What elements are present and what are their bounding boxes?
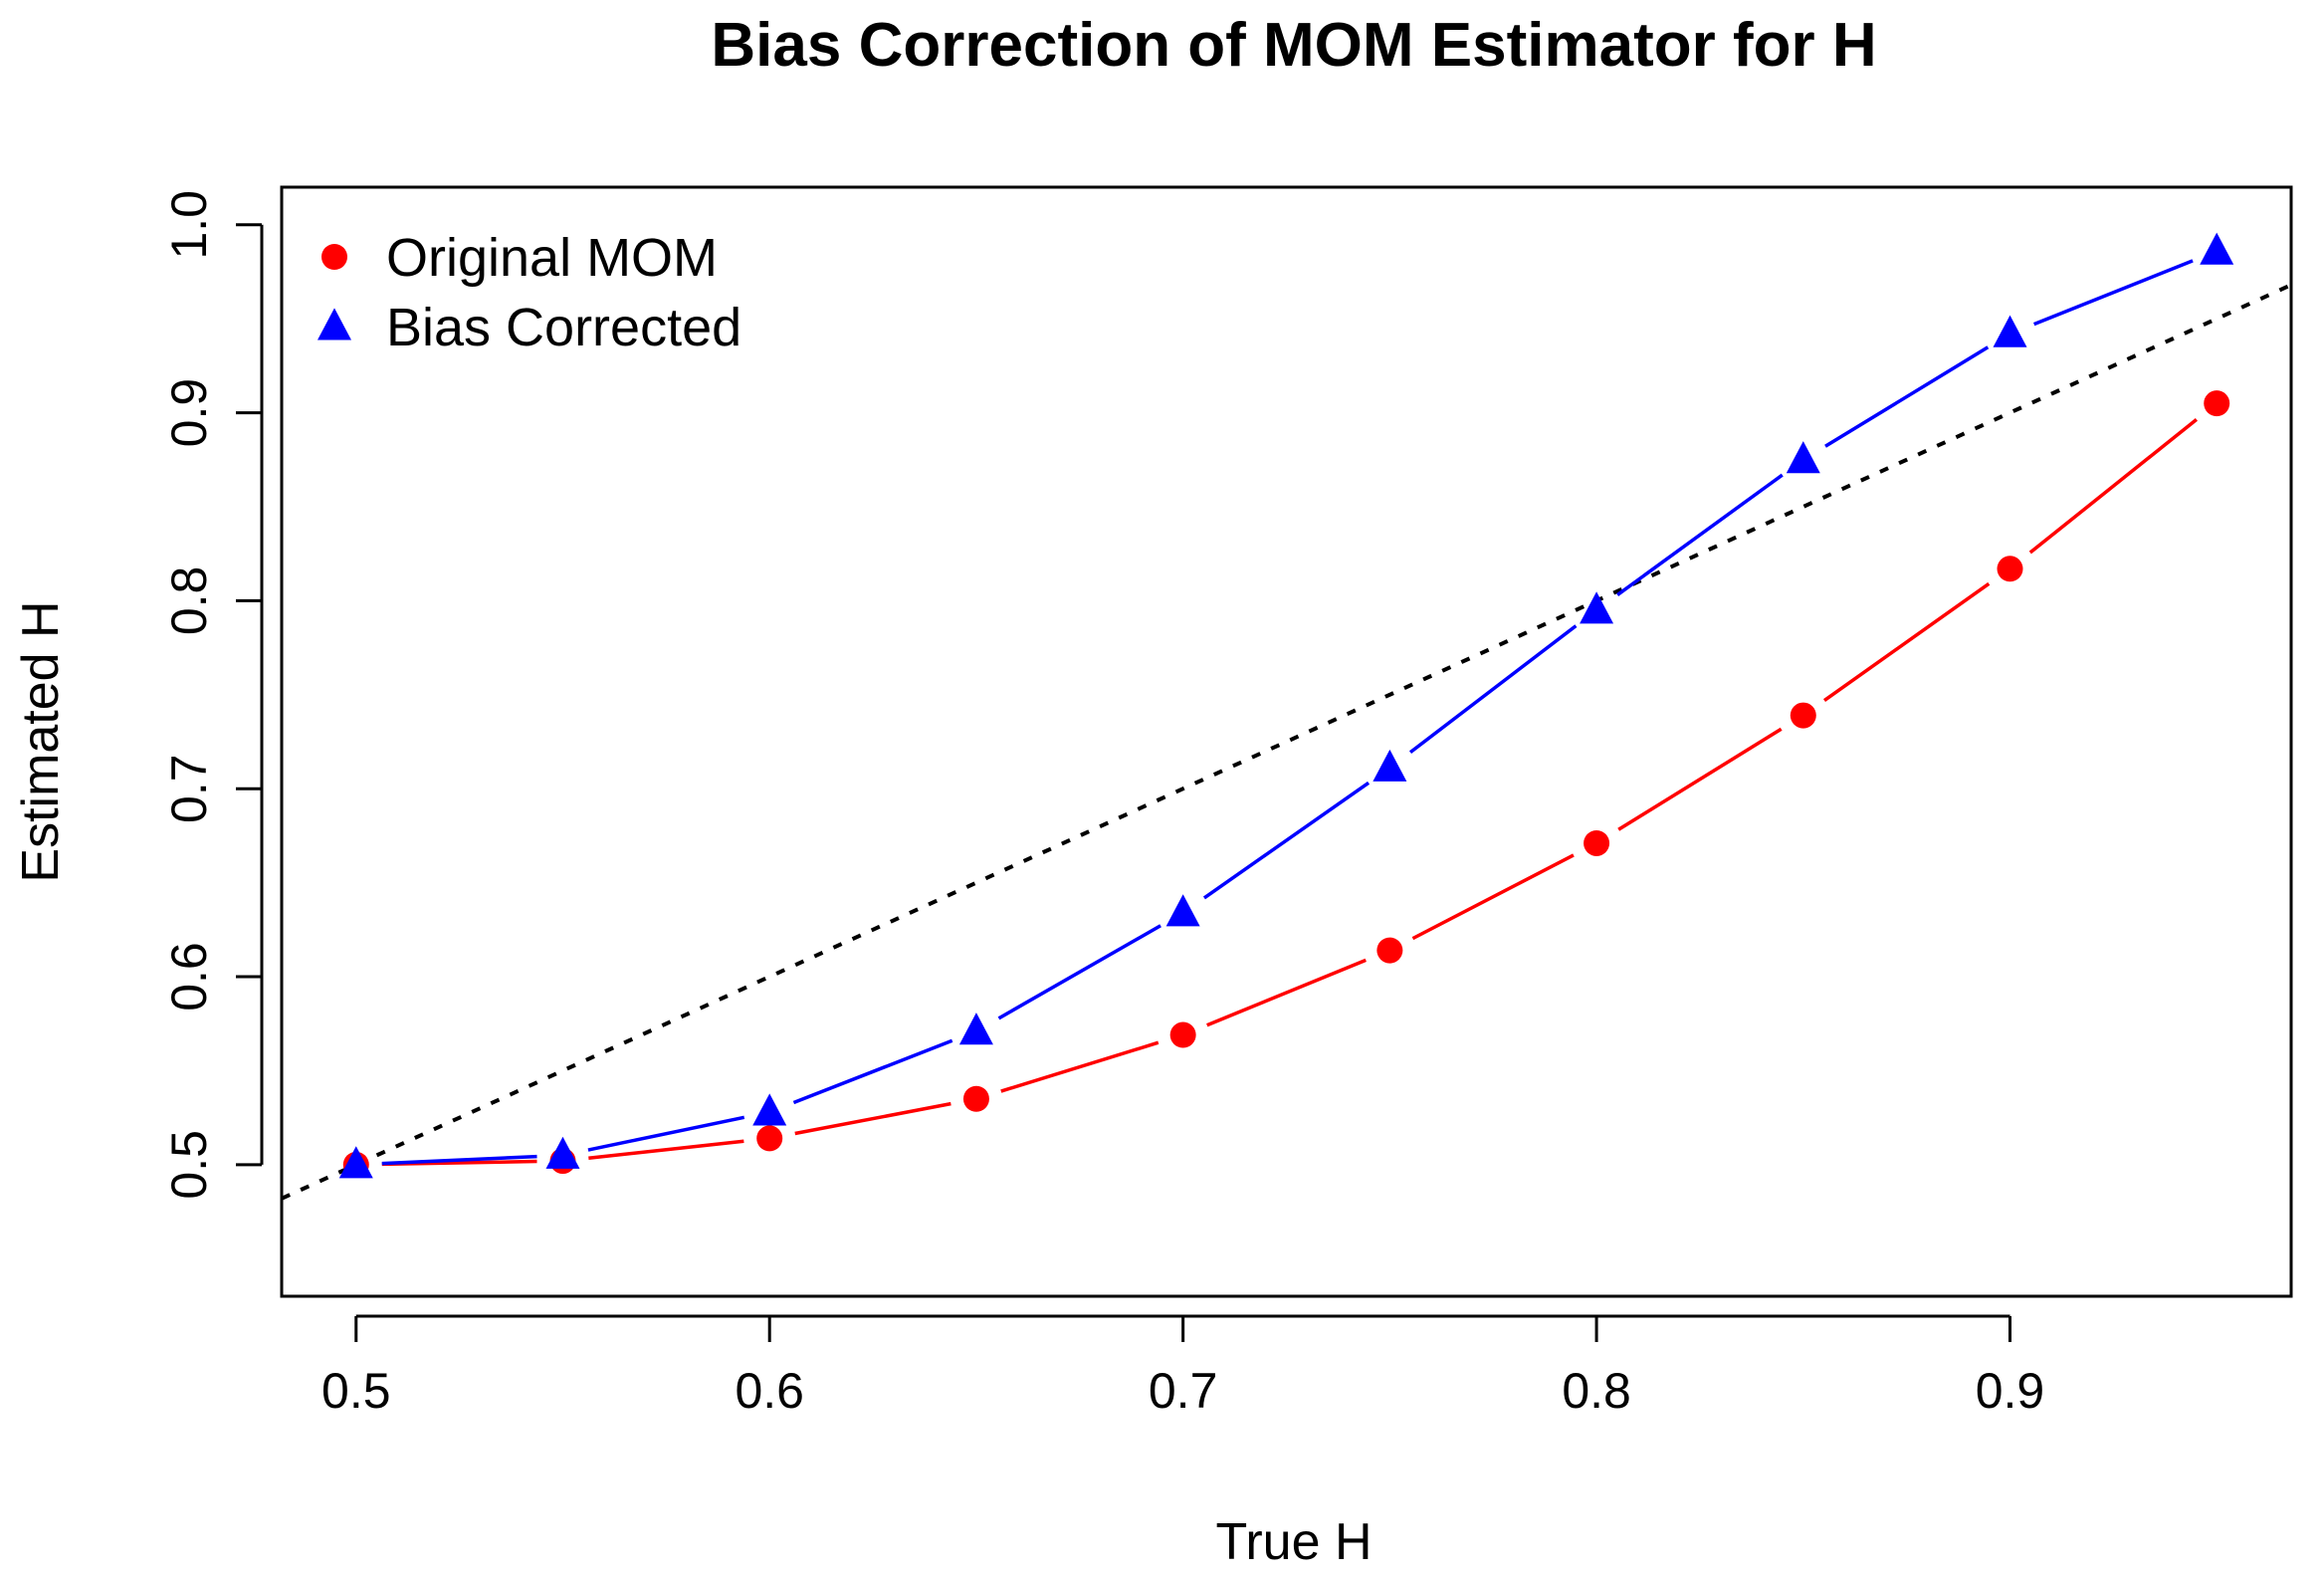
series-line-segment bbox=[1617, 727, 1783, 831]
series-line-segment bbox=[997, 924, 1162, 1020]
series-line-segment bbox=[1408, 624, 1578, 755]
data-point-triangle bbox=[545, 1136, 580, 1169]
y-tick-label: 0.9 bbox=[161, 378, 217, 448]
data-point-circle bbox=[962, 1085, 989, 1112]
legend: Original MOM Bias Corrected bbox=[317, 228, 741, 357]
data-point-circle bbox=[1169, 1021, 1196, 1048]
x-tick-label: 0.8 bbox=[1562, 1363, 1631, 1419]
x-tick-label: 0.9 bbox=[1976, 1363, 2045, 1419]
data-point-triangle bbox=[1165, 894, 1200, 927]
data-point-triangle bbox=[1786, 441, 1820, 474]
x-axis-label: True H bbox=[1216, 1513, 1373, 1571]
data-point-triangle bbox=[2200, 232, 2234, 265]
series-line-segment bbox=[1824, 345, 1990, 448]
reference-line bbox=[282, 283, 2291, 1201]
series-line-segment bbox=[1202, 781, 1371, 900]
data-point-triangle bbox=[958, 1013, 993, 1045]
y-tick-label: 0.5 bbox=[161, 1130, 217, 1200]
series-line-segment bbox=[381, 1154, 537, 1166]
series-original-mom bbox=[342, 390, 2230, 1178]
legend-marker-circle bbox=[321, 244, 347, 270]
series-line-segment bbox=[2032, 259, 2194, 327]
y-tick-label: 0.6 bbox=[161, 942, 217, 1012]
data-point-circle bbox=[1376, 937, 1403, 964]
plot-frame bbox=[280, 185, 2293, 1298]
series-line-segment bbox=[1616, 473, 1784, 596]
data-point-circle bbox=[2204, 390, 2230, 417]
series-line-segment bbox=[792, 1038, 953, 1105]
data-point-triangle bbox=[1993, 315, 2027, 347]
series-line-segment bbox=[1411, 853, 1575, 941]
x-tick-label: 0.6 bbox=[735, 1363, 804, 1419]
y-tick-label: 0.8 bbox=[161, 566, 217, 636]
series-line-segment bbox=[1822, 581, 1991, 702]
y-axis: 0.5 0.6 0.7 0.8 0.9 1.0 bbox=[161, 190, 264, 1200]
data-point-triangle bbox=[1373, 749, 1407, 782]
data-point-triangle bbox=[1580, 591, 1614, 624]
legend-marker-triangle bbox=[317, 308, 351, 340]
series-line-segment bbox=[1000, 1040, 1160, 1093]
data-point-circle bbox=[1584, 829, 1610, 856]
legend-label: Bias Corrected bbox=[386, 298, 741, 357]
legend-label: Original MOM bbox=[386, 228, 718, 288]
series-line-segment bbox=[794, 1101, 951, 1136]
data-point-circle bbox=[756, 1125, 783, 1152]
x-tick-label: 0.5 bbox=[321, 1363, 391, 1419]
y-axis-label: Estimated H bbox=[12, 600, 70, 882]
y-tick-label: 0.7 bbox=[161, 754, 217, 823]
series-line-segment bbox=[588, 1139, 744, 1160]
chart-title: Bias Correction of MOM Estimator for H bbox=[711, 11, 1876, 80]
y-tick-label: 1.0 bbox=[161, 190, 217, 260]
data-point-triangle bbox=[752, 1093, 787, 1126]
plot-area: 0.5 0.6 0.7 0.8 0.9 0.5 0.6 0.7 0.8 0.9 1.0 Origina… bbox=[161, 185, 2293, 1419]
data-point-triangle bbox=[338, 1146, 373, 1179]
series-line-segment bbox=[2028, 418, 2199, 555]
series-line-segment bbox=[587, 1115, 745, 1152]
series-bias-corrected bbox=[338, 232, 2234, 1179]
x-tick-label: 0.7 bbox=[1149, 1363, 1218, 1419]
series-line-segment bbox=[1206, 958, 1367, 1027]
data-point-circle bbox=[1997, 556, 2023, 582]
data-point-circle bbox=[1790, 702, 1816, 729]
x-axis: 0.5 0.6 0.7 0.8 0.9 bbox=[321, 1314, 2045, 1419]
